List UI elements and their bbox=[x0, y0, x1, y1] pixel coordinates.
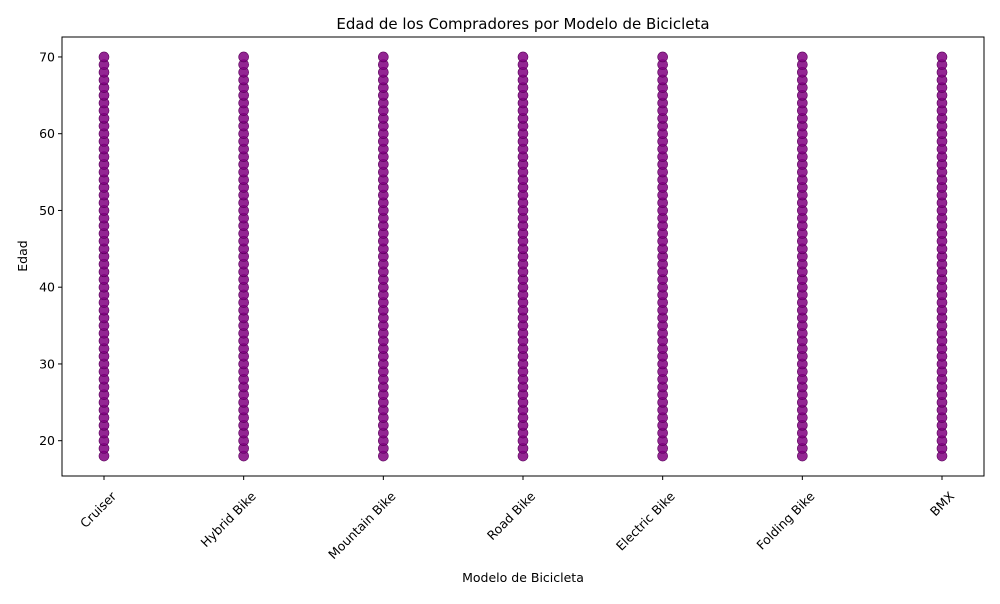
y-axis-ticks: 20 30 40 50 60 70 bbox=[39, 49, 62, 448]
y-tick-label: 30 bbox=[39, 356, 55, 371]
y-tick-label: 40 bbox=[39, 280, 55, 295]
data-point bbox=[98, 51, 110, 63]
y-tick-label: 70 bbox=[39, 49, 55, 64]
x-axis-ticks: Cruiser Hybrid Bike Mountain Bike Road Bike… bbox=[77, 476, 957, 562]
x-tick-label: Cruiser bbox=[77, 488, 120, 531]
y-tick-label: 20 bbox=[39, 433, 55, 448]
chart-title: Edad de los Compradores por Modelo de Bi… bbox=[336, 15, 709, 33]
x-tick-label: Electric Bike bbox=[613, 488, 678, 553]
data-point bbox=[657, 51, 668, 63]
data-point bbox=[238, 51, 249, 63]
data-point bbox=[936, 51, 948, 63]
data-points bbox=[98, 51, 948, 462]
x-tick-label: BMX bbox=[927, 488, 958, 519]
x-axis-label: Modelo de Bicicleta bbox=[462, 570, 584, 585]
x-tick-label: Road Bike bbox=[484, 488, 539, 543]
y-tick-label: 50 bbox=[39, 203, 55, 218]
data-point bbox=[378, 51, 389, 63]
x-tick-label: Mountain Bike bbox=[325, 488, 399, 562]
data-point bbox=[797, 51, 808, 63]
x-tick-label: Folding Bike bbox=[753, 488, 817, 552]
y-axis-label: Edad bbox=[15, 240, 30, 271]
x-tick-label: Hybrid Bike bbox=[197, 488, 259, 550]
y-tick-label: 60 bbox=[39, 126, 55, 141]
data-point bbox=[517, 51, 529, 63]
